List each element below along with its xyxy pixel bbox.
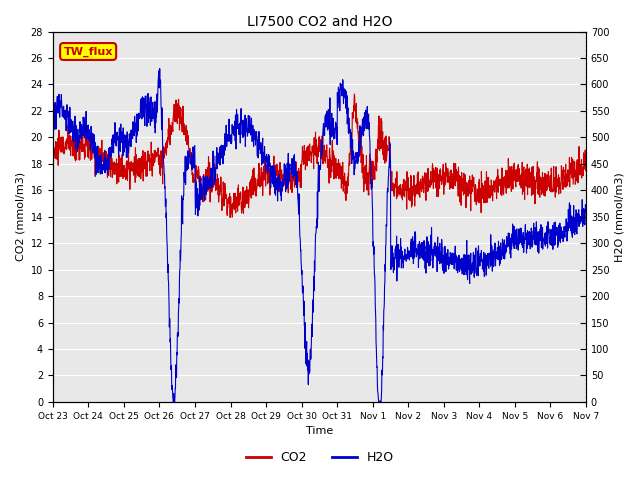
Title: LI7500 CO2 and H2O: LI7500 CO2 and H2O [246, 15, 392, 29]
Legend: CO2, H2O: CO2, H2O [241, 446, 399, 469]
X-axis label: Time: Time [306, 426, 333, 436]
Y-axis label: CO2 (mmol/m3): CO2 (mmol/m3) [15, 172, 25, 261]
Text: TW_flux: TW_flux [63, 47, 113, 57]
Y-axis label: H2O (mmol/m3): H2O (mmol/m3) [615, 172, 625, 262]
